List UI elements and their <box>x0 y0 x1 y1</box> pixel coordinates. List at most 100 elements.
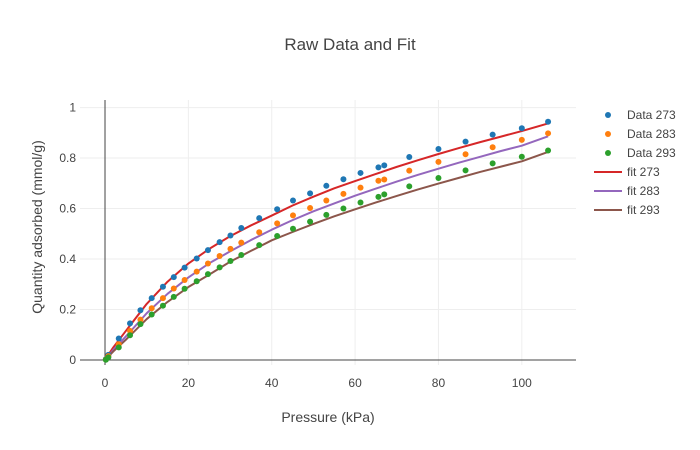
data-point-data-283 <box>227 245 234 252</box>
data-point-data-273 <box>238 224 245 231</box>
data-point-data-273 <box>518 125 525 132</box>
series-line-fit-283 <box>104 135 549 361</box>
data-point-data-293 <box>193 278 200 285</box>
data-point-data-273 <box>204 247 211 254</box>
data-point-data-273 <box>340 176 347 183</box>
x-tick-label: 60 <box>348 376 362 390</box>
legend-marker-data-293 <box>605 150 611 156</box>
data-point-data-293 <box>406 183 413 190</box>
grid <box>80 100 576 365</box>
data-point-data-273 <box>216 239 223 246</box>
x-tick-label: 100 <box>512 376 532 390</box>
data-point-data-283 <box>462 151 469 158</box>
data-point-data-283 <box>204 260 211 267</box>
y-axis-title: Quantity adsorbed (mmol/g) <box>29 140 45 314</box>
data-point-data-273 <box>381 162 388 169</box>
data-point-data-293 <box>181 285 188 292</box>
data-point-data-283 <box>545 130 552 137</box>
data-point-data-273 <box>307 190 314 197</box>
data-point-data-273 <box>323 182 330 189</box>
data-point-data-283 <box>340 190 347 197</box>
x-tick-label: 20 <box>182 376 196 390</box>
data-point-data-293 <box>375 193 382 200</box>
series-line-fit-273 <box>104 122 549 361</box>
y-tick-label: 0.2 <box>59 302 76 316</box>
legend-label-fit-293: fit 293 <box>627 203 660 217</box>
legend: Data 273 Data 283 Data 293 fit 273 fit 283 fi… <box>594 108 676 217</box>
data-point-data-283 <box>381 176 388 183</box>
data-point-data-273 <box>406 154 413 161</box>
data-point-data-293 <box>148 311 155 318</box>
series-line-fit-293 <box>104 151 549 361</box>
data-point-data-283 <box>307 205 314 212</box>
data-point-data-273 <box>137 307 144 314</box>
data-point-data-283 <box>170 285 177 292</box>
data-point-data-273 <box>181 264 188 271</box>
legend-label-data-283: Data 283 <box>627 127 676 141</box>
data-point-data-293 <box>357 199 364 206</box>
data-point-data-273 <box>115 335 122 342</box>
data-point-data-283 <box>127 327 134 334</box>
data-point-data-293 <box>238 251 245 258</box>
data-point-data-273 <box>256 215 263 222</box>
data-point-data-283 <box>256 229 263 236</box>
data-point-data-293 <box>127 332 134 339</box>
data-point-data-273 <box>227 232 234 239</box>
data-point-data-293 <box>159 302 166 309</box>
data-point-data-273 <box>462 138 469 145</box>
data-point-data-293 <box>307 218 314 225</box>
axes <box>80 100 576 365</box>
data-point-data-293 <box>289 225 296 232</box>
data-point-data-293 <box>381 191 388 198</box>
data-point-data-293 <box>323 211 330 218</box>
data-point-data-283 <box>238 239 245 246</box>
data-point-data-283 <box>323 197 330 204</box>
plot-area <box>102 118 552 363</box>
data-point-data-293 <box>518 153 525 160</box>
data-point-data-293 <box>545 147 552 154</box>
data-point-data-283 <box>216 252 223 259</box>
data-point-data-273 <box>357 169 364 176</box>
data-point-data-283 <box>289 212 296 219</box>
data-point-data-283 <box>357 184 364 191</box>
data-point-data-293 <box>274 233 281 240</box>
data-point-data-283 <box>518 136 525 143</box>
chart-title: Raw Data and Fit <box>284 35 416 54</box>
y-tick-label: 0.6 <box>59 202 76 216</box>
legend-label-data-273: Data 273 <box>627 108 676 122</box>
data-point-data-273 <box>170 274 177 281</box>
data-point-data-273 <box>127 320 134 327</box>
legend-label-fit-283: fit 283 <box>627 184 660 198</box>
data-point-data-293 <box>216 264 223 271</box>
data-point-data-283 <box>193 268 200 275</box>
data-point-data-283 <box>489 144 496 151</box>
data-point-data-293 <box>227 258 234 265</box>
data-point-data-273 <box>289 197 296 204</box>
legend-marker-data-283 <box>605 131 611 137</box>
legend-marker-data-273 <box>605 112 611 118</box>
data-point-data-293 <box>137 321 144 328</box>
data-point-data-283 <box>181 276 188 283</box>
data-point-data-293 <box>256 242 263 249</box>
data-point-data-273 <box>193 255 200 262</box>
data-point-data-293 <box>489 160 496 167</box>
y-tick-label: 0.8 <box>59 151 76 165</box>
y-tick-label: 0 <box>69 353 76 367</box>
data-point-data-273 <box>545 118 552 125</box>
data-point-data-293 <box>204 271 211 278</box>
data-point-data-293 <box>435 174 442 181</box>
x-tick-label: 80 <box>432 376 446 390</box>
data-point-data-283 <box>406 167 413 174</box>
y-tick-label: 1 <box>69 101 76 115</box>
data-point-data-283 <box>274 220 281 227</box>
legend-label-fit-273: fit 273 <box>627 165 660 179</box>
data-point-data-273 <box>274 206 281 213</box>
y-tick-label: 0.4 <box>59 252 76 266</box>
data-point-data-283 <box>137 316 144 323</box>
legend-label-data-293: Data 293 <box>627 146 676 160</box>
data-point-data-293 <box>115 344 122 351</box>
tick-labels: 0 20 40 60 80 100 0 0.2 0.4 0.6 0.8 1 <box>59 101 532 390</box>
data-point-data-273 <box>489 131 496 138</box>
